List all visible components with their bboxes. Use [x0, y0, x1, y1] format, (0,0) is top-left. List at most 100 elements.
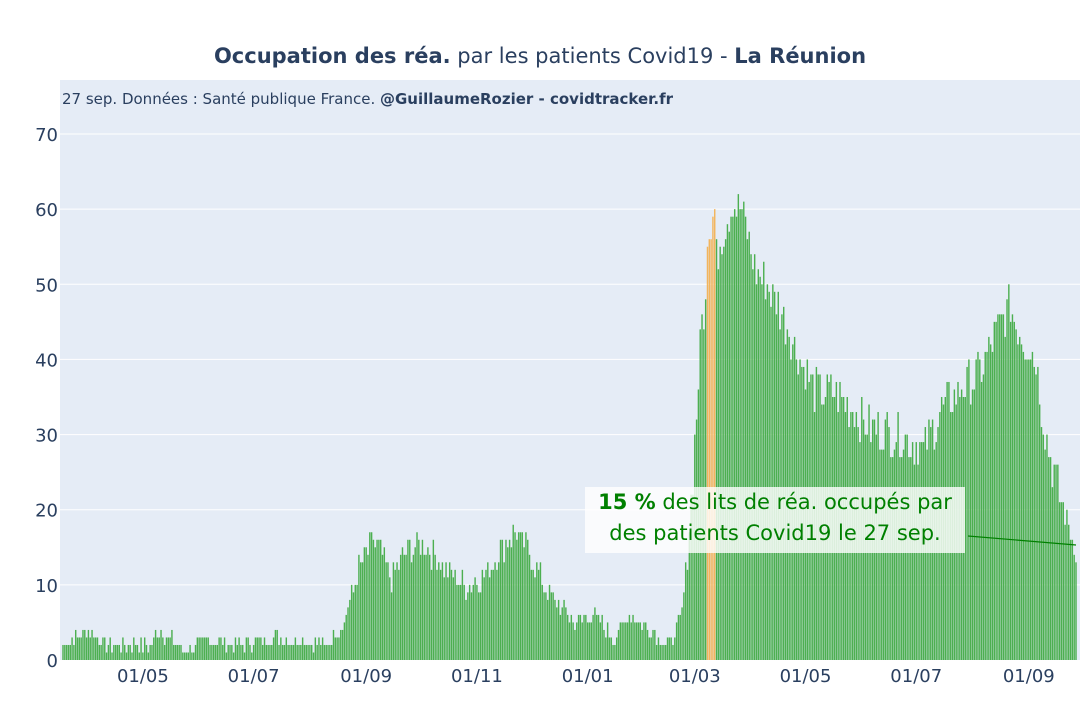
- data-bar: [496, 569, 498, 660]
- data-bar: [389, 577, 391, 660]
- data-bar: [554, 599, 556, 660]
- data-bar: [349, 599, 351, 660]
- data-bar: [419, 554, 422, 660]
- data-bar: [314, 637, 317, 660]
- data-bar: [343, 622, 346, 660]
- data-bar: [750, 254, 752, 661]
- data-bar: [474, 577, 476, 660]
- data-bar: [668, 637, 671, 660]
- data-bar: [374, 547, 376, 660]
- data-bar: [120, 652, 122, 660]
- y-axis: 0 10 20 30 40 50 60 70: [35, 125, 58, 672]
- data-bar: [1073, 554, 1075, 660]
- data-bar: [358, 554, 360, 660]
- data-bar: [1055, 464, 1057, 660]
- data-bar: [438, 562, 440, 660]
- data-bar: [547, 599, 549, 660]
- data-bar: [982, 374, 985, 660]
- data-bar: [507, 547, 509, 660]
- data-bar: [209, 644, 211, 660]
- data-bar: [608, 637, 611, 660]
- data-bar: [274, 629, 277, 660]
- data-bar: [247, 637, 249, 660]
- data-bar: [530, 569, 533, 660]
- data-bar: [625, 622, 627, 660]
- data-bar: [674, 637, 676, 660]
- data-bar: [899, 457, 901, 660]
- data-bar: [759, 276, 761, 660]
- data-bar: [143, 637, 146, 660]
- highlight-bar: [712, 216, 714, 660]
- data-bar: [717, 269, 720, 660]
- data-bar: [463, 584, 465, 660]
- data-bar: [556, 607, 558, 660]
- data-bar: [626, 622, 629, 660]
- data-bar: [409, 539, 411, 660]
- data-bar: [356, 584, 358, 660]
- data-bar: [407, 539, 409, 660]
- data-bar: [222, 644, 224, 660]
- data-bar: [748, 231, 750, 660]
- y-tick-label: 30: [35, 426, 58, 447]
- data-bar: [169, 637, 171, 660]
- data-bar: [427, 547, 429, 660]
- data-bar: [753, 254, 756, 661]
- data-bar: [218, 637, 220, 660]
- data-bar: [370, 532, 373, 660]
- data-bar: [1022, 351, 1025, 660]
- data-bar: [82, 629, 84, 660]
- data-bar: [777, 291, 779, 660]
- data-bar: [746, 239, 749, 660]
- data-bar: [187, 652, 189, 660]
- data-bar: [641, 629, 643, 660]
- data-bar: [1000, 314, 1003, 660]
- data-bar: [757, 269, 760, 660]
- data-bar: [142, 652, 144, 660]
- data-bar: [423, 554, 425, 660]
- data-bar: [98, 644, 101, 660]
- data-bar: [997, 314, 999, 660]
- data-bar: [309, 644, 311, 660]
- data-bar: [252, 644, 255, 660]
- data-bar: [891, 457, 894, 660]
- annotation-box: 15 % des lits de réa. occupés par des pa…: [585, 487, 965, 553]
- data-bar: [249, 644, 251, 660]
- data-bar: [519, 532, 522, 660]
- data-bar: [300, 644, 302, 660]
- data-bar: [723, 246, 725, 660]
- data-bar: [487, 562, 489, 660]
- data-bar: [456, 584, 458, 660]
- y-tick-label: 10: [35, 576, 58, 597]
- data-bar: [450, 569, 453, 660]
- data-bar: [340, 629, 342, 660]
- data-bar: [494, 562, 496, 660]
- data-bar: [764, 299, 767, 660]
- data-bar: [89, 637, 91, 660]
- data-bar: [552, 592, 554, 660]
- data-bar: [174, 644, 177, 660]
- data-bar: [399, 554, 402, 660]
- source-text: 27 sep. Données : Santé publique France.: [62, 90, 380, 108]
- data-bar: [654, 629, 656, 660]
- data-bar: [603, 629, 605, 660]
- data-bar: [94, 637, 97, 660]
- data-bar: [521, 532, 524, 660]
- data-bar: [752, 269, 754, 660]
- data-bar: [468, 584, 471, 660]
- data-bar: [986, 351, 988, 660]
- data-bar: [116, 644, 119, 660]
- data-bar: [1042, 434, 1045, 660]
- data-bar: [318, 637, 320, 660]
- data-bar: [134, 644, 137, 660]
- data-bar: [387, 562, 389, 660]
- data-bar: [532, 569, 534, 660]
- data-bar: [410, 562, 413, 660]
- data-bar: [350, 584, 353, 660]
- data-bar: [650, 637, 652, 660]
- data-bar: [80, 637, 82, 660]
- data-bar: [1004, 336, 1006, 660]
- data-bar: [732, 216, 734, 660]
- data-bar: [566, 614, 569, 660]
- data-bar: [1062, 502, 1064, 660]
- data-bar: [1002, 314, 1005, 660]
